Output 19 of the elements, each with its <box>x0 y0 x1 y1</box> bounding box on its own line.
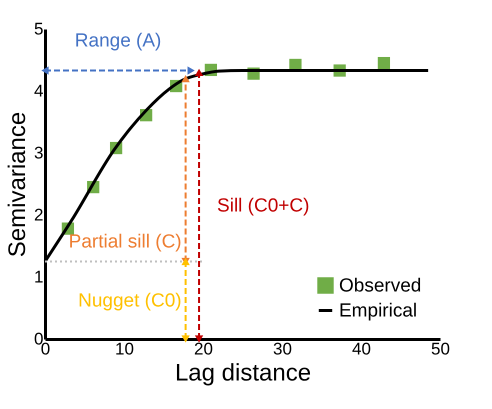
legend-label: Observed <box>339 276 422 296</box>
y-axis-title: Semivariance <box>4 112 32 258</box>
legend-label: Empirical <box>339 300 418 322</box>
y-tick-label: 5 <box>34 20 44 38</box>
x-axis-title: Lag distance <box>174 360 312 386</box>
series-label: Range (A) <box>74 30 162 52</box>
x-tick-label: 40 <box>352 340 371 358</box>
y-tick-label: 2 <box>34 206 44 224</box>
x-tick-label: 30 <box>273 340 292 358</box>
y-tick-label: 4 <box>34 82 44 100</box>
y-tick-label: 1 <box>34 268 44 286</box>
y-tick-label: 3 <box>34 144 44 162</box>
point <box>378 56 390 70</box>
x-tick-label: 10 <box>115 340 134 358</box>
x-tick-label: 50 <box>431 340 450 358</box>
series-label: Partial sill (C) <box>68 232 182 252</box>
x-tick-label: 20 <box>194 340 213 358</box>
series-label: Sill (C0+C) <box>217 196 310 217</box>
series-label: Nugget (C0) <box>78 290 182 312</box>
